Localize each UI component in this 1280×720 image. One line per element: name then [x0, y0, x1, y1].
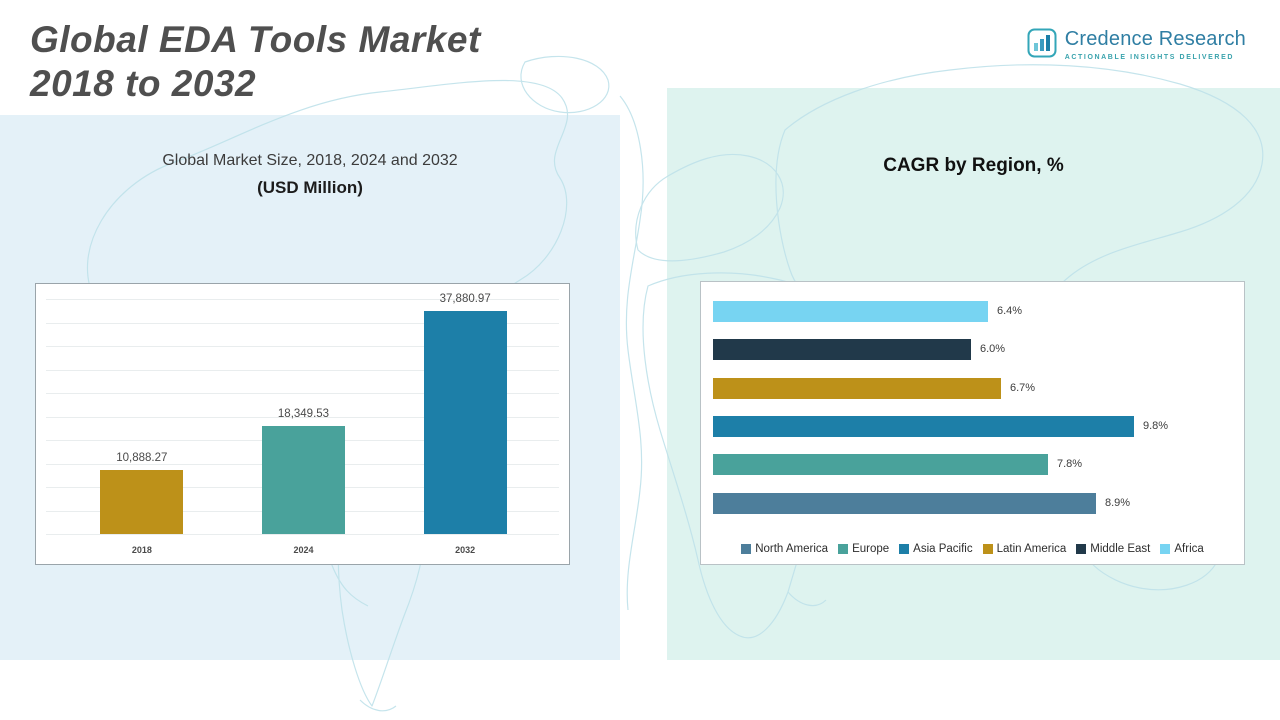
bar-Africa	[713, 301, 988, 322]
bar-Middle East	[713, 339, 971, 360]
bar-value-label: 7.8%	[1057, 458, 1083, 470]
legend-item-north-america: North America	[741, 543, 828, 555]
legend-swatch	[982, 544, 993, 554]
gridline	[46, 346, 559, 347]
gridline	[46, 369, 559, 371]
legend-swatch	[1076, 544, 1087, 554]
bar-category-label: 2024	[293, 545, 314, 555]
brand-text: Credence Research Actionable Insights De…	[1065, 28, 1246, 61]
legend-item-middle-east: Middle East	[1076, 543, 1150, 555]
legend-swatch	[899, 544, 910, 554]
market-size-chart-subtitle: (USD Million)	[257, 178, 363, 197]
bar-value-label: 6.4%	[997, 305, 1023, 317]
bar-value-label: 18,349.53	[277, 408, 330, 420]
legend-item-europe: Europe	[838, 543, 889, 555]
legend-label: Europe	[852, 543, 890, 555]
bar-value-label: 6.0%	[980, 343, 1006, 355]
bar-value-label: 6.7%	[1010, 382, 1036, 394]
brand-name: Credence Research	[1064, 28, 1246, 50]
legend-swatch	[838, 544, 849, 554]
gridline	[46, 299, 559, 300]
bar-chart-logo-icon	[1027, 28, 1057, 58]
page-title: Global EDA Tools Market 2018 to 2032	[30, 18, 481, 106]
legend-label: North America	[755, 543, 829, 555]
bar-2018	[100, 470, 184, 534]
legend-label: Africa	[1174, 543, 1204, 555]
cagr-chart-title: CAGR by Region, %	[883, 155, 1064, 176]
gridline	[46, 416, 559, 418]
bar-category-label: 2018	[131, 545, 152, 555]
legend-label: Middle East	[1090, 543, 1151, 555]
legend-swatch	[1160, 544, 1171, 554]
bar-value-label: 9.8%	[1143, 420, 1169, 432]
legend-swatch	[741, 544, 752, 554]
market-size-bar-chart: 10,888.27 2018 18,349.53 2024 37,880.97 2032	[35, 283, 570, 565]
page-title-line2: 2018 to 2032	[30, 63, 257, 104]
gridline	[46, 322, 559, 324]
page-title-line1: Global EDA Tools Market	[30, 19, 481, 60]
bar-Latin America	[713, 378, 1001, 399]
brand-logo: Credence Research Actionable Insights De…	[1027, 28, 1246, 61]
bar-2032	[423, 311, 507, 534]
market-size-chart-title: Global Market Size, 2018, 2024 and 2032	[162, 152, 458, 169]
legend-item-africa: Africa	[1160, 543, 1204, 555]
bar-Europe	[713, 454, 1048, 475]
gridline	[46, 393, 559, 394]
legend-item-asia-pacific: Asia Pacific	[899, 543, 973, 555]
bar-category-label: 2032	[455, 545, 476, 555]
bar-Asia Pacific	[713, 416, 1134, 437]
cagr-region-bar-chart: 6.4% 6.0% 6.7% 9.8% 7.8% 8.9% North America Eur…	[700, 281, 1245, 565]
legend-label: Latin America	[996, 543, 1067, 555]
bar-value-label: 10,888.27	[116, 452, 168, 464]
gridline	[46, 534, 559, 535]
bar-value-label: 8.9%	[1105, 497, 1131, 509]
chart-legend: North America Europe Asia Pacific Latin Ame…	[701, 543, 1244, 555]
legend-item-latin-america: Latin America	[982, 543, 1067, 555]
legend-label: Asia Pacific	[913, 543, 973, 555]
bar-2024	[262, 426, 345, 534]
bar-North America	[713, 493, 1096, 514]
brand-tagline: Actionable Insights Delivered	[1064, 54, 1235, 61]
bar-value-label: 37,880.97	[439, 293, 491, 305]
